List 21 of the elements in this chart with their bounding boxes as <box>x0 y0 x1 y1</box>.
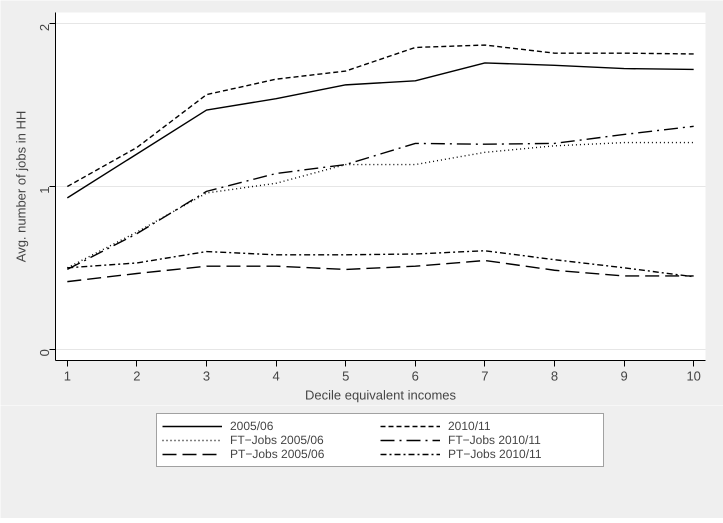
x-tick-label: 4 <box>272 368 280 384</box>
x-axis-title: Decile equivalent incomes <box>304 388 457 402</box>
legend-label: 2010/11 <box>448 419 492 433</box>
y-tick-label: 0 <box>37 349 52 356</box>
x-tick-label: 9 <box>620 368 628 384</box>
legend-label: FT−Jobs 2010/11 <box>448 433 542 447</box>
x-tick-label: 7 <box>481 368 489 384</box>
x-tick-label: 8 <box>550 368 558 384</box>
y-tick-label: 1 <box>37 186 52 194</box>
x-tick-label: 6 <box>412 368 419 384</box>
y-axis-title: Avg. number of jobs in HH <box>14 110 28 262</box>
x-tick-label: 5 <box>342 368 350 384</box>
y-tick-label: 2 <box>37 24 52 32</box>
legend-label: PT−Jobs 2005/06 <box>230 447 326 461</box>
x-tick-label: 1 <box>64 368 71 384</box>
x-tick-label: 2 <box>133 368 141 384</box>
legend-label: 2005/06 <box>230 419 274 433</box>
x-tick-label: 10 <box>686 368 701 384</box>
legend-label: FT−Jobs 2005/06 <box>230 433 325 447</box>
legend-label: PT−Jobs 2010/11 <box>448 447 543 461</box>
x-tick-label: 3 <box>202 368 210 384</box>
